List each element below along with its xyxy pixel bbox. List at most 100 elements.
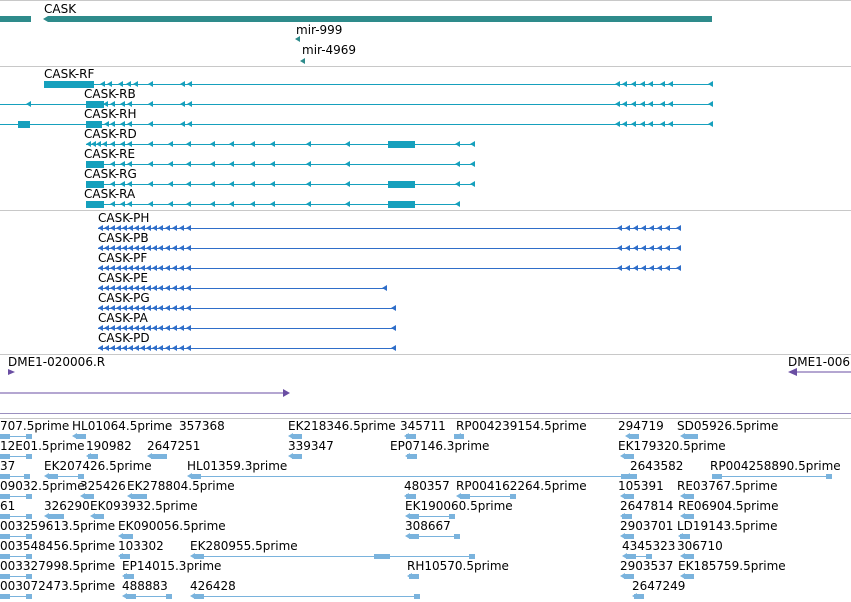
est-label[interactable]: 2647251 <box>147 439 201 453</box>
est-glyph[interactable] <box>454 433 464 439</box>
est-label[interactable]: 003548456.5prime <box>0 539 116 553</box>
protein-glyph-cask-pa[interactable] <box>98 325 396 331</box>
gene-cask-glyph[interactable] <box>43 16 712 22</box>
est-label[interactable]: 003072473.5prime <box>0 579 116 593</box>
est-label[interactable]: 357368 <box>179 419 225 433</box>
est-glyph[interactable] <box>0 474 30 479</box>
est-label[interactable]: 2903701 <box>620 519 674 533</box>
est-label[interactable]: EP07146.3prime <box>390 439 490 453</box>
est-label[interactable]: HL01064.5prime <box>72 419 173 433</box>
est-glyph[interactable] <box>405 513 455 519</box>
est-label[interactable]: SD05926.5prime <box>677 419 779 433</box>
est-glyph[interactable] <box>147 453 167 459</box>
reagent-glyph-dme1-006[interactable] <box>788 368 797 376</box>
reagent-glyph-end[interactable] <box>283 389 290 397</box>
protein-glyph-cask-pe[interactable] <box>98 285 387 291</box>
est-glyph[interactable] <box>680 553 694 559</box>
est-label[interactable]: RE03767.5prime <box>677 479 778 493</box>
transcript-glyph-cask-rg[interactable] <box>86 181 475 188</box>
transcript-label-cask-re[interactable]: CASK-RE <box>84 147 136 161</box>
est-glyph[interactable] <box>407 573 419 579</box>
est-label[interactable]: 326290 <box>44 499 90 513</box>
est-label[interactable]: 325426 <box>80 479 126 493</box>
est-label[interactable]: LD19143.5prime <box>677 519 778 533</box>
est-glyph[interactable] <box>187 473 627 479</box>
protein-label-cask-pe[interactable]: CASK-PE <box>98 271 148 285</box>
est-label[interactable]: 339347 <box>288 439 334 453</box>
est-label[interactable]: 61 <box>0 499 16 513</box>
transcript-glyph-cask-rd[interactable] <box>86 141 475 148</box>
est-glyph[interactable] <box>288 453 302 459</box>
est-glyph[interactable] <box>44 513 64 519</box>
est-label[interactable]: 2647814 <box>620 499 674 513</box>
est-label[interactable]: EK218346.5prime <box>288 419 396 433</box>
protein-glyph-cask-pg[interactable] <box>98 305 396 311</box>
gene-cask-glyph-left[interactable] <box>0 16 31 22</box>
transcript-glyph-cask-rh[interactable] <box>0 121 713 128</box>
transcript-label-cask-rb[interactable]: CASK-RB <box>84 87 136 101</box>
est-label[interactable]: 426428 <box>190 579 236 593</box>
est-label[interactable]: 306710 <box>677 539 723 553</box>
transcript-label-cask-rd[interactable]: CASK-RD <box>84 127 137 141</box>
est-glyph[interactable] <box>620 573 634 579</box>
est-glyph[interactable] <box>0 574 32 579</box>
est-glyph[interactable] <box>90 513 104 519</box>
est-label[interactable]: EK185759.5prime <box>678 559 786 573</box>
est-glyph[interactable] <box>118 553 130 559</box>
gene-label-cask[interactable]: CASK <box>44 2 77 16</box>
protein-label-cask-pa[interactable]: CASK-PA <box>98 311 148 325</box>
est-label[interactable]: 480357 <box>404 479 450 493</box>
est-glyph[interactable] <box>620 493 634 499</box>
transcript-label-cask-ra[interactable]: CASK-RA <box>84 187 136 201</box>
reagent-label-dme1-020006[interactable]: DME1-020006.R <box>8 355 106 369</box>
est-label[interactable]: 294719 <box>618 419 664 433</box>
est-glyph[interactable] <box>632 593 644 599</box>
est-glyph[interactable] <box>680 513 694 519</box>
protein-label-cask-pg[interactable]: CASK-PG <box>98 291 150 305</box>
est-glyph[interactable] <box>0 434 32 439</box>
est-label[interactable]: EK280955.5prime <box>190 539 298 553</box>
est-label[interactable]: 488883 <box>122 579 168 593</box>
est-glyph[interactable] <box>122 573 134 579</box>
est-label[interactable]: 2643582 <box>630 459 684 473</box>
mirna-glyph-mir-999[interactable] <box>295 36 300 42</box>
est-label[interactable]: EK090056.5prime <box>118 519 226 533</box>
est-glyph[interactable] <box>680 433 694 439</box>
est-label[interactable]: 103302 <box>118 539 164 553</box>
mirna-label-mir-4969[interactable]: mir-4969 <box>302 43 357 57</box>
protein-glyph-cask-ph[interactable] <box>98 225 681 231</box>
est-label[interactable]: EK190060.5prime <box>405 499 513 513</box>
est-glyph[interactable] <box>405 453 417 459</box>
protein-label-cask-ph[interactable]: CASK-PH <box>98 211 150 225</box>
protein-label-cask-pb[interactable]: CASK-PB <box>98 231 149 245</box>
est-glyph[interactable] <box>620 453 634 459</box>
est-glyph[interactable] <box>620 513 632 519</box>
est-glyph[interactable] <box>0 534 32 539</box>
est-label[interactable]: 707.5prime <box>0 419 70 433</box>
est-label[interactable]: 308667 <box>405 519 451 533</box>
est-glyph[interactable] <box>86 453 98 459</box>
est-label[interactable]: RH10570.5prime <box>407 559 509 573</box>
transcript-label-cask-rf[interactable]: CASK-RF <box>44 67 95 81</box>
est-glyph[interactable] <box>712 474 832 479</box>
est-glyph[interactable] <box>190 553 380 559</box>
est-glyph[interactable] <box>404 433 416 439</box>
est-glyph[interactable] <box>622 553 652 559</box>
est-glyph[interactable] <box>118 533 133 539</box>
protein-label-cask-pf[interactable]: CASK-PF <box>98 251 148 265</box>
transcript-glyph-cask-rf[interactable] <box>44 81 713 88</box>
est-glyph[interactable] <box>680 573 694 579</box>
est-glyph[interactable] <box>127 493 147 499</box>
est-glyph[interactable] <box>404 493 416 499</box>
est-label[interactable]: RP004162264.5prime <box>456 479 587 493</box>
est-glyph[interactable] <box>680 493 694 499</box>
transcript-label-cask-rg[interactable]: CASK-RG <box>84 167 137 181</box>
est-glyph[interactable] <box>620 533 634 539</box>
est-label[interactable]: EK207426.5prime <box>44 459 152 473</box>
est-glyph[interactable] <box>692 434 698 439</box>
est-label[interactable]: EK093932.5prime <box>90 499 198 513</box>
est-glyph[interactable] <box>288 433 302 439</box>
est-label[interactable]: 2647249 <box>632 579 686 593</box>
est-glyph[interactable] <box>80 493 94 499</box>
reagent-glyph-dme1-020006[interactable] <box>8 369 15 375</box>
